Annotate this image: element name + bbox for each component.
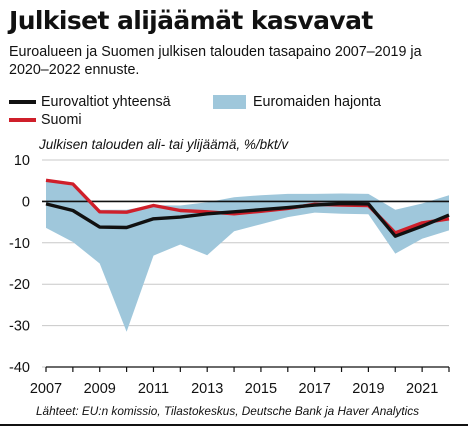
chart-subtitle: Euroalueen ja Suomen julkisen talouden t… <box>9 44 422 78</box>
legend-swatch-eurozone <box>9 100 36 104</box>
legend-item-finland: Suomi <box>9 111 129 129</box>
x-tick-label: 2015 <box>245 381 277 397</box>
x-tick-label: 2009 <box>84 381 116 397</box>
y-tick-label: 10 <box>14 153 30 169</box>
series-line-eurozone <box>45 201 450 238</box>
x-tick-label: 2017 <box>299 381 331 397</box>
y-tick-label: -10 <box>9 236 30 252</box>
legend-label-range: Euromaiden hajonta <box>253 94 381 110</box>
legend-label-finland: Suomi <box>41 112 82 128</box>
x-tick-label: 2011 <box>138 381 169 397</box>
legend-swatch-finland <box>9 118 36 122</box>
range-band <box>46 180 449 332</box>
y-axis-label: Julkisen talouden ali- tai ylijäämä, %/b… <box>39 137 289 152</box>
y-tick-label: -40 <box>9 360 30 376</box>
legend-label-eurozone: Eurovaltiot yhteensä <box>41 94 171 110</box>
x-tick-label: 2013 <box>191 381 223 397</box>
chart-title: Julkiset alijäämät kasvavat <box>9 6 373 35</box>
x-tick-label: 2007 <box>30 381 62 397</box>
y-tick-label: -30 <box>9 319 30 335</box>
legend-swatch-range <box>213 95 246 109</box>
x-tick-label: 2021 <box>406 381 438 397</box>
y-tick-label: -20 <box>9 277 30 293</box>
source-note: Lähteet: EU:n komissio, Tilastokeskus, D… <box>36 404 420 418</box>
x-tick-label: 2019 <box>352 381 384 397</box>
legend-item-eurozone: Eurovaltiot yhteensä <box>9 93 209 111</box>
y-tick-label: 0 <box>22 194 30 210</box>
bottom-rule <box>0 424 468 426</box>
legend-item-range: Euromaiden hajonta <box>213 93 413 111</box>
